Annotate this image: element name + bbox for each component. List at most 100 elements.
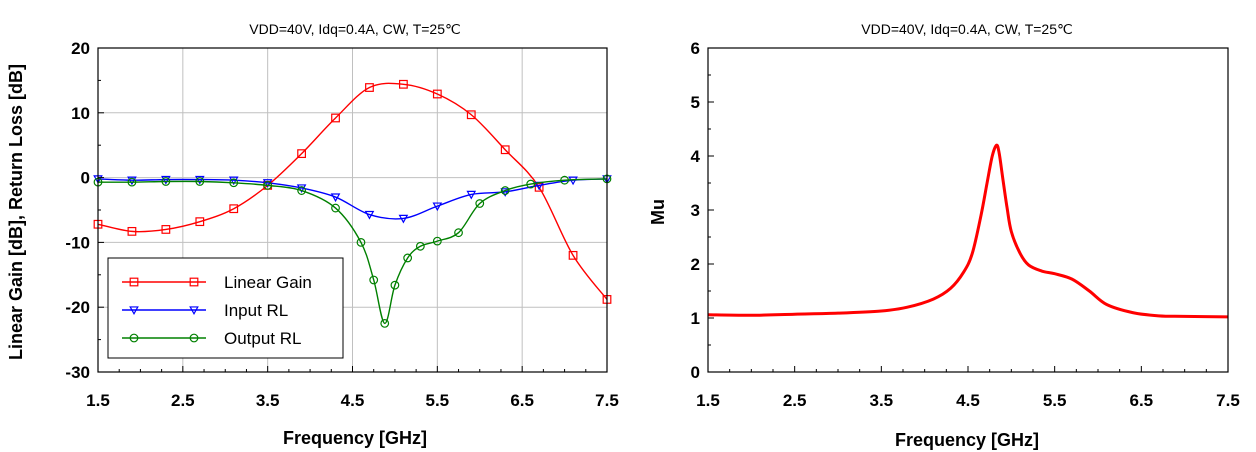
right-chart-x-tick-7-5: 7.5 — [1216, 391, 1240, 410]
left-chart-legend: Linear Gain Input RL Output RL — [107, 257, 344, 359]
left-chart-x-tick-2-5: 2.5 — [171, 391, 195, 410]
left-chart-grid — [98, 48, 607, 372]
right-chart-title: VDD=40V, Idq=0.4A, CW, T=25℃ — [861, 21, 1072, 37]
left-chart-linear-gain-point — [534, 182, 544, 192]
left-chart-input-rl-line — [97, 178, 608, 220]
left-chart-linear-gain-point — [331, 113, 340, 123]
left-chart-output-rl-point — [380, 319, 390, 328]
left-chart-input-rl-point — [466, 190, 477, 200]
right-chart-y-axis-label: Mu — [648, 199, 668, 225]
left-chart-x-tick-5-5: 5.5 — [426, 391, 450, 410]
left-chart-series-input-rl — [93, 175, 612, 224]
legend-output-rl-marker — [189, 333, 199, 343]
left-chart-output-rl-point — [127, 177, 137, 187]
left-chart-input-rl-point — [194, 175, 205, 185]
left-chart-y-tick-0: 0 — [81, 169, 90, 188]
legend-input-rl-marker — [189, 306, 199, 316]
left-chart-linear-gain-point — [195, 217, 205, 227]
right-chart-x-tick-6-5: 6.5 — [1130, 391, 1154, 410]
right-chart-x-tick-5-5: 5.5 — [1043, 391, 1067, 410]
left-chart-output-rl-point — [297, 186, 307, 195]
left-chart-input-rl-point — [432, 202, 443, 212]
left-chart-linear-gain-point — [568, 250, 578, 260]
left-chart: VDD=40V, Idq=0.4A, CW, T=25℃ 1.5 2.5 3.5 4.… — [6, 21, 619, 448]
left-chart-input-rl-point — [262, 179, 273, 188]
legend-output-rl-label: Output RL — [224, 329, 302, 348]
left-chart-input-rl-point — [398, 214, 409, 224]
left-chart-x-tick-4-5: 4.5 — [341, 391, 365, 410]
legend-input-rl-marker — [129, 306, 139, 316]
legend-output-rl-marker — [129, 333, 139, 343]
right-chart: VDD=40V, Idq=0.4A, CW, T=25℃ 1.5 2.5 3.5 4.… — [648, 21, 1240, 450]
left-chart-y-tick-10: -10 — [65, 233, 90, 252]
left-chart-x-tick-1-5: 1.5 — [86, 391, 110, 410]
right-chart-y-tick-0: 0 — [691, 363, 700, 382]
left-chart-output-rl-point — [331, 203, 340, 213]
left-chart-x-tick-7-5: 7.5 — [595, 391, 619, 410]
left-chart-output-rl-point — [369, 275, 379, 285]
left-chart-linear-gain-point — [127, 226, 137, 236]
left-chart-input-rl-point — [500, 188, 511, 197]
right-chart-x-axis-label: Frequency [GHz] — [895, 430, 1039, 450]
left-chart-x-axis-label: Frequency [GHz] — [283, 428, 427, 448]
right-chart-y-tick-2: 2 — [691, 255, 700, 274]
left-chart-output-rl-point — [475, 199, 485, 208]
legend-linear-gain-label: Linear Gain — [224, 273, 312, 292]
left-chart-output-rl-point — [229, 178, 239, 188]
right-chart-series — [707, 143, 1229, 319]
right-chart-y-tick-3: 3 — [691, 201, 700, 220]
left-chart-series — [93, 79, 612, 328]
left-chart-linear-gain-point — [229, 204, 239, 214]
right-chart-x-tick-4-5: 4.5 — [956, 391, 980, 410]
legend-box — [107, 257, 344, 359]
left-chart-linear-gain-point — [161, 225, 171, 234]
left-chart-output-rl-point — [560, 175, 569, 185]
right-chart-x-tick-3-5: 3.5 — [870, 391, 894, 410]
left-chart-y-tick-30: -30 — [65, 363, 90, 382]
left-chart-y-tick-20: -20 — [65, 298, 90, 317]
left-chart-output-rl-point — [500, 186, 510, 195]
legend-linear-gain-marker — [189, 277, 199, 287]
left-chart-output-rl-point — [526, 179, 536, 189]
left-chart-output-rl-point — [454, 228, 463, 238]
right-chart-y-tick-6: 6 — [691, 39, 700, 58]
left-chart-output-rl-point — [415, 241, 425, 251]
legend-linear-gain-marker — [129, 277, 139, 287]
left-chart-linear-gain-point — [297, 149, 306, 159]
left-chart-input-rl-point — [161, 175, 171, 185]
right-chart-ticks: 1.5 2.5 3.5 4.5 5.5 6.5 7.5 6 5 4 3 2 1 0 — [691, 39, 1240, 410]
left-chart-output-rl-point — [432, 236, 442, 246]
right-chart-y-tick-5: 5 — [691, 93, 700, 112]
right-chart-series-series-1 — [707, 143, 1229, 319]
left-chart-input-rl-point — [296, 184, 307, 194]
left-chart-linear-gain-point — [399, 79, 408, 89]
left-chart-input-rl-point — [228, 176, 239, 186]
right-chart-y-tick-1: 1 — [691, 309, 700, 328]
left-chart-linear-gain-point — [365, 83, 374, 92]
legend-item-linear-gain: Linear Gain — [122, 273, 312, 292]
left-chart-output-rl-point — [263, 180, 273, 190]
legend-item-output-rl: Output RL — [122, 329, 302, 348]
legend-input-rl-label: Input RL — [224, 301, 288, 320]
left-chart-input-rl-point — [364, 210, 375, 220]
left-chart-linear-gain-point — [466, 110, 476, 120]
left-chart-output-rl-point — [390, 280, 400, 290]
left-chart-output-rl-point — [403, 253, 413, 263]
left-chart-plot-frame — [97, 47, 608, 373]
left-chart-input-rl-point — [330, 193, 341, 203]
right-chart-x-tick-1-5: 1.5 — [696, 391, 720, 410]
left-chart-linear-gain-point — [432, 89, 442, 99]
left-chart-input-rl-point — [568, 176, 578, 186]
left-chart-ticks: 1.5 2.5 3.5 4.5 5.5 6.5 7.5 20 10 0 -10 -20 -30 — [65, 39, 618, 410]
left-chart-y-tick-10: 10 — [71, 104, 90, 123]
left-chart-y-tick-20: 20 — [71, 39, 90, 58]
left-chart-output-rl-point — [161, 177, 171, 186]
left-chart-input-rl-point — [127, 176, 137, 186]
legend-item-input-rl: Input RL — [122, 301, 288, 320]
right-chart-y-tick-4: 4 — [691, 147, 701, 166]
left-chart-y-axis-label: Linear Gain [dB], Return Loss [dB] — [6, 64, 26, 360]
left-chart-linear-gain-line — [97, 82, 608, 300]
left-chart-output-rl-line — [97, 178, 608, 325]
left-chart-linear-gain-point — [500, 145, 510, 155]
